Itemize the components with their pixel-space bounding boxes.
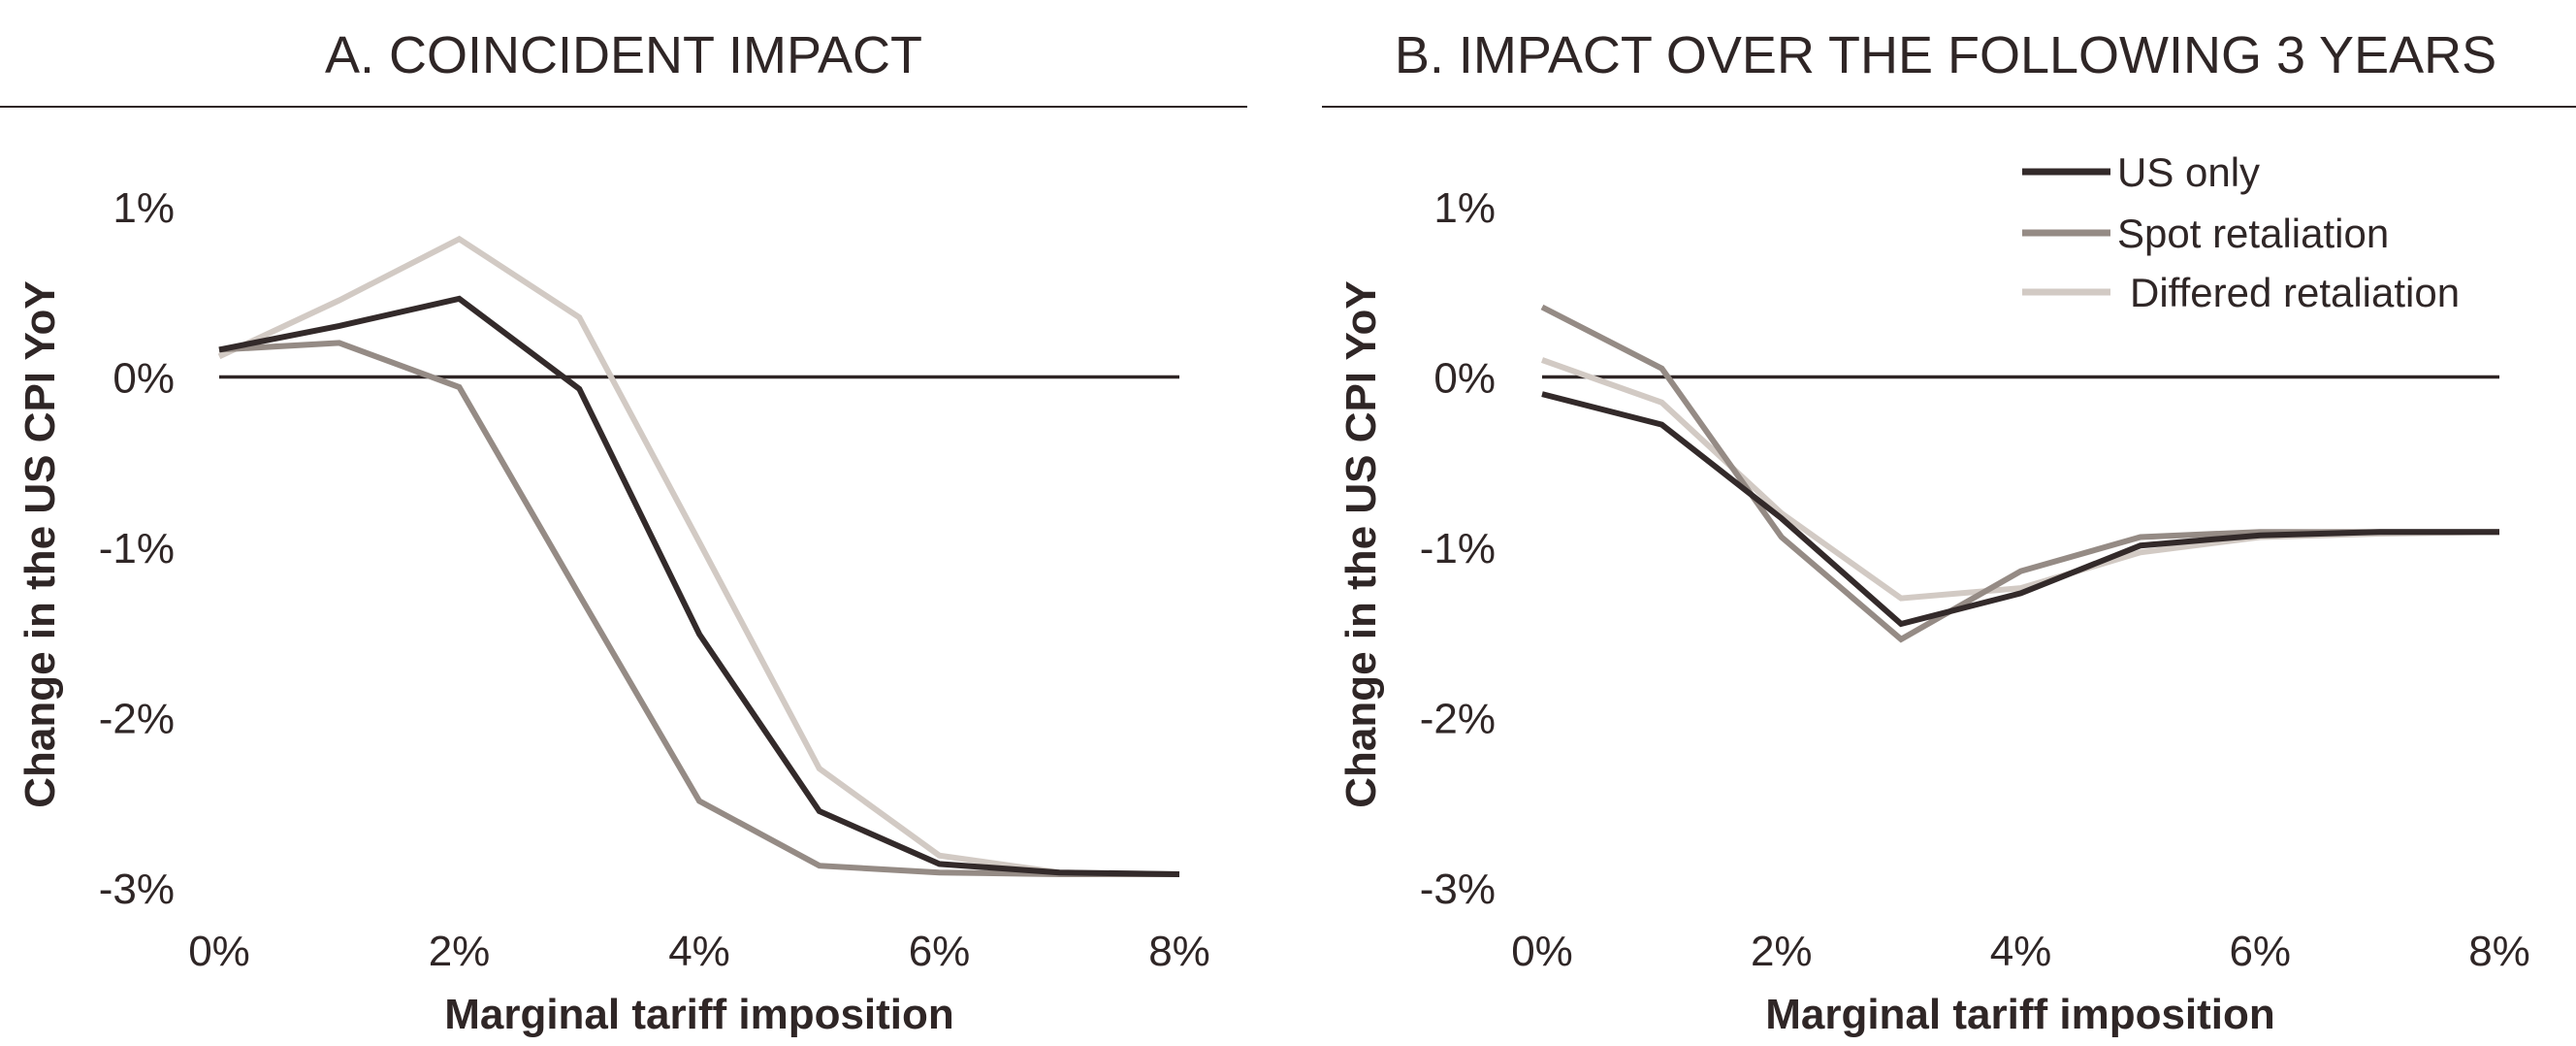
legend-label-us-only: US only: [2117, 149, 2260, 195]
panel-a-x-tick-label: 6%: [909, 928, 971, 975]
panel-b-y-tick-label: 1%: [1433, 184, 1496, 232]
panel-a-title: A. COINCIDENT IMPACT: [325, 26, 922, 84]
legend-item-us-only: US only: [2022, 149, 2260, 195]
panel-b-y-axis-title: Change in the US CPI YoY: [1337, 280, 1385, 808]
legend: US only Spot retaliation Differed retali…: [2022, 149, 2460, 315]
panel-a-y-tick-label: 0%: [113, 355, 175, 403]
panel-a-y-axis-title: Change in the US CPI YoY: [16, 280, 64, 808]
legend-label-spot-retaliation: Spot retaliation: [2117, 211, 2389, 256]
panel-a-y-tick-label: -1%: [99, 525, 175, 572]
panel-a-series-us-only: [218, 295, 1180, 877]
panel-a-y-tick-label: -2%: [99, 696, 175, 743]
panel-a-series-spot-retaliation: [218, 340, 1179, 877]
panel-a: A. COINCIDENT IMPACT Change in the US CP…: [0, 26, 1247, 1038]
legend-item-differed-retaliation: Differed retaliation: [2022, 270, 2460, 315]
panel-b-series-us-only: [1541, 391, 2499, 628]
panel-b-x-tick-label: 0%: [1511, 928, 1573, 975]
panel-b-x-tick-label: 8%: [2468, 928, 2530, 975]
panel-a-marks: 1% 0% -1% -2% -3% 0% 2% 4% 6% 8%: [99, 184, 1210, 975]
panel-a-series-differed-retaliation: [217, 235, 1180, 877]
panel-b-title: B. IMPACT OVER THE FOLLOWING 3 YEARS: [1395, 26, 2496, 84]
panel-b-y-tick-label: -2%: [1420, 696, 1496, 743]
panel-a-x-tick-label: 0%: [188, 928, 250, 975]
legend-item-spot-retaliation: Spot retaliation: [2022, 211, 2389, 256]
panel-b-x-tick-label: 4%: [1990, 928, 2052, 975]
panel-a-y-tick-label: 1%: [113, 184, 175, 232]
panel-b: B. IMPACT OVER THE FOLLOWING 3 YEARS Cha…: [1322, 26, 2576, 1038]
panel-b-x-tick-label: 6%: [2229, 928, 2291, 975]
panel-a-x-tick-label: 4%: [668, 928, 730, 975]
panel-b-y-tick-label: -3%: [1420, 866, 1496, 913]
panel-b-x-axis-title: Marginal tariff imposition: [1765, 991, 2275, 1038]
panel-b-y-tick-label: -1%: [1420, 525, 1496, 572]
panel-b-y-tick-label: 0%: [1433, 355, 1496, 403]
panel-b-series-differed-retaliation: [1540, 357, 2500, 602]
panel-b-x-tick-label: 2%: [1751, 928, 1813, 975]
panel-a-x-axis-title: Marginal tariff imposition: [444, 991, 954, 1038]
panel-b-marks: 1% 0% -1% -2% -3% 0% 2% 4% 6% 8%: [1420, 184, 2530, 975]
panel-a-y-tick-label: -3%: [99, 866, 175, 913]
panel-a-x-tick-label: 8%: [1148, 928, 1210, 975]
panel-a-x-tick-label: 2%: [429, 928, 491, 975]
legend-label-differed-retaliation: Differed retaliation: [2130, 270, 2460, 315]
